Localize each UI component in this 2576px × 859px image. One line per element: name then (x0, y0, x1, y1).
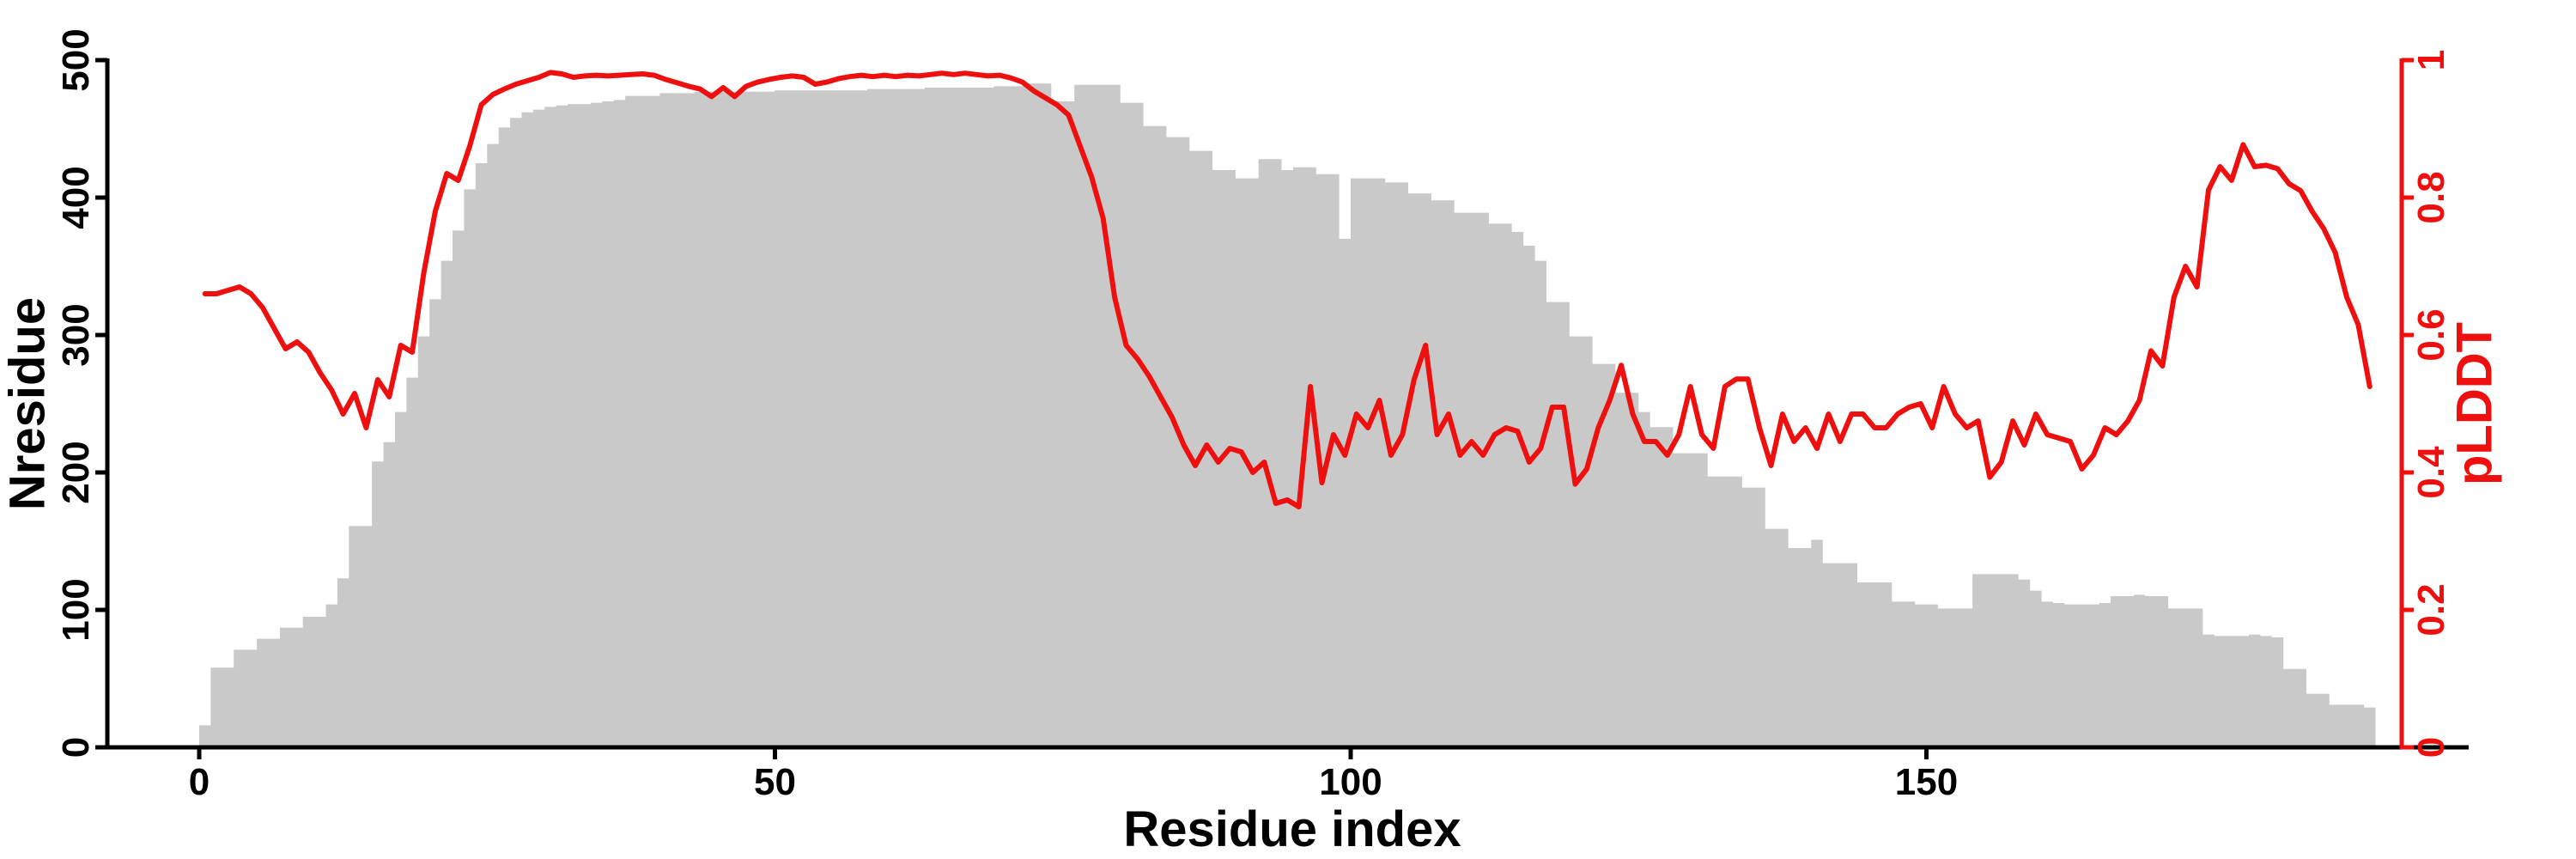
left-tick-label: 300 (55, 303, 97, 366)
right-tick-label: 0 (2410, 737, 2452, 758)
x-tick-label: 0 (189, 761, 210, 803)
plddt-line (202, 70, 2372, 509)
left-tick-label: 0 (55, 737, 97, 758)
nresidue-bars (199, 83, 2376, 747)
left-tick-label: 500 (55, 28, 97, 91)
x-axis-title: Residue index (1123, 801, 1461, 857)
right-axis-title: pLDDT (2446, 321, 2503, 486)
left-tick-label: 100 (55, 578, 97, 641)
right-tick-label: 0.6 (2410, 308, 2452, 361)
x-tick-label: 50 (754, 761, 796, 803)
left-tick-label: 400 (55, 166, 97, 228)
right-tick-label: 1 (2410, 50, 2452, 70)
x-tick-label: 150 (1895, 761, 1958, 803)
left-axis-title: Nresidue (0, 296, 56, 511)
right-tick-label: 0.2 (2410, 583, 2452, 636)
x-tick-label: 100 (1319, 761, 1382, 803)
right-tick-label: 0.8 (2410, 171, 2452, 223)
right-tick-label: 0.4 (2410, 446, 2452, 499)
left-tick-label: 200 (55, 441, 97, 503)
